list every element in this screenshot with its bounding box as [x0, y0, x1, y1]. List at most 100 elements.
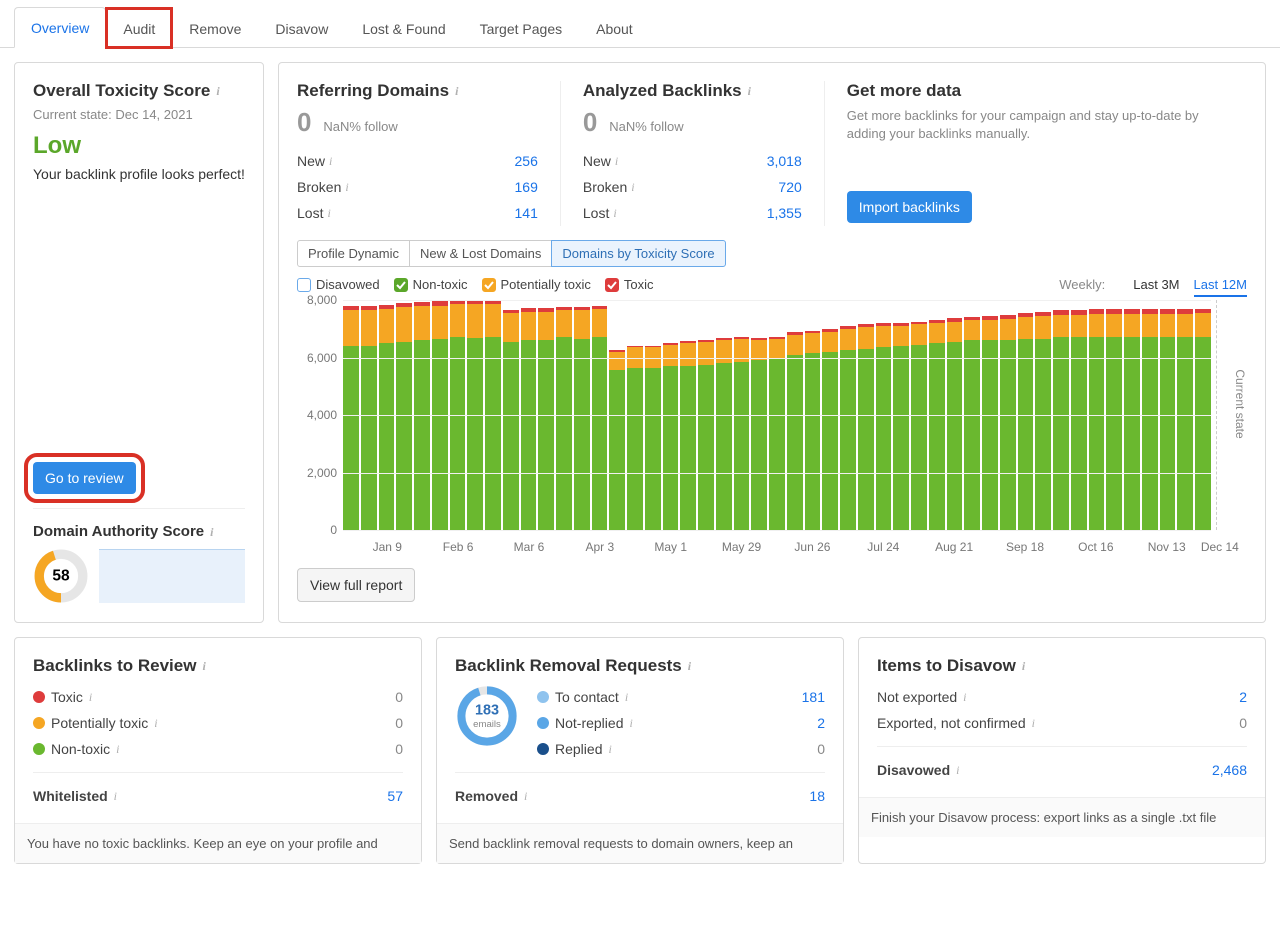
- disavowed-label: Disavowed: [877, 762, 950, 778]
- subtab-domains-by-toxicity-score[interactable]: Domains by Toxicity Score: [551, 240, 725, 267]
- subtab-new-lost-domains[interactable]: New & Lost Domains: [409, 240, 552, 267]
- review-footer: You have no toxic backlinks. Keep an eye…: [15, 823, 421, 863]
- info-icon[interactable]: i: [1022, 660, 1034, 672]
- removal-footer: Send backlink removal requests to domain…: [437, 823, 843, 863]
- getmore-desc: Get more backlinks for your campaign and…: [847, 107, 1225, 143]
- view-full-report-button[interactable]: View full report: [297, 568, 415, 602]
- info-icon[interactable]: i: [455, 85, 467, 97]
- review-title: Backlinks to Review: [33, 656, 196, 676]
- toxicity-title: Overall Toxicity Score i: [33, 81, 245, 101]
- stat-row[interactable]: New i3,018: [583, 148, 802, 174]
- info-icon[interactable]: i: [625, 691, 637, 703]
- stat-row[interactable]: New i256: [297, 148, 538, 174]
- removal-title: Backlink Removal Requests: [455, 656, 682, 676]
- info-icon[interactable]: i: [956, 764, 968, 776]
- disavow-title: Items to Disavow: [877, 656, 1016, 676]
- das-title: Domain Authority Score: [33, 523, 204, 540]
- toxicity-date: Current state: Dec 14, 2021: [33, 107, 245, 122]
- removal-row[interactable]: To contact i181: [537, 684, 825, 710]
- ref-follow: NaN% follow: [323, 119, 397, 134]
- tab-about[interactable]: About: [579, 8, 650, 48]
- legend-toxic[interactable]: Toxic: [605, 277, 654, 292]
- info-icon[interactable]: i: [216, 85, 228, 97]
- referring-domains-block: Referring Domains i 0 NaN% follow New i2…: [297, 81, 561, 226]
- review-row[interactable]: Non-toxic i0: [33, 736, 403, 762]
- legend-potentially-toxic[interactable]: Potentially toxic: [482, 277, 591, 292]
- disavow-row[interactable]: Not exported i2: [877, 684, 1247, 710]
- toxicity-panel: Overall Toxicity Score i Current state: …: [14, 62, 264, 623]
- chart-subtabs: Profile DynamicNew & Lost DomainsDomains…: [297, 240, 1247, 267]
- whitelisted-value: 57: [387, 788, 403, 804]
- info-icon[interactable]: i: [963, 691, 975, 703]
- analyzed-title: Analyzed Backlinks: [583, 81, 742, 101]
- chart-legend: Disavowed Non-toxic Potentially toxic Toxic: [297, 277, 653, 292]
- info-icon[interactable]: i: [613, 207, 625, 219]
- main-tabs: OverviewAuditRemoveDisavowLost & FoundTa…: [0, 0, 1280, 48]
- stat-row[interactable]: Lost i141: [297, 200, 538, 226]
- info-icon[interactable]: i: [210, 526, 222, 538]
- period-selector: Weekly: Last 3MLast 12M: [1059, 277, 1247, 292]
- import-backlinks-button[interactable]: Import backlinks: [847, 191, 972, 223]
- stat-row[interactable]: Lost i1,355: [583, 200, 802, 226]
- period-last-12m[interactable]: Last 12M: [1194, 277, 1247, 297]
- info-icon[interactable]: i: [631, 181, 643, 193]
- das-value: 58: [52, 568, 70, 585]
- das-donut: 58: [33, 548, 89, 604]
- info-icon[interactable]: i: [608, 743, 620, 755]
- info-icon[interactable]: i: [154, 717, 166, 729]
- removal-row[interactable]: Replied i0: [537, 736, 825, 762]
- current-state-divider: [1216, 300, 1217, 530]
- go-to-review-button[interactable]: Go to review: [33, 462, 136, 494]
- get-more-block: Get more data Get more backlinks for you…: [825, 81, 1247, 226]
- tab-remove[interactable]: Remove: [172, 8, 258, 48]
- review-row[interactable]: Toxic i0: [33, 684, 403, 710]
- period-last-3m[interactable]: Last 3M: [1133, 277, 1179, 292]
- review-row[interactable]: Potentially toxic i0: [33, 710, 403, 736]
- tab-target-pages[interactable]: Target Pages: [463, 8, 580, 48]
- tab-audit[interactable]: Audit: [106, 8, 172, 48]
- das-sparkline: [99, 549, 245, 603]
- info-icon[interactable]: i: [688, 660, 700, 672]
- svg-text:emails: emails: [473, 719, 501, 730]
- toxicity-desc: Your backlink profile looks perfect!: [33, 166, 245, 182]
- svg-text:183: 183: [475, 702, 499, 718]
- stat-row[interactable]: Broken i169: [297, 174, 538, 200]
- info-icon[interactable]: i: [329, 155, 341, 167]
- ref-count: 0: [297, 107, 311, 138]
- info-icon[interactable]: i: [202, 660, 214, 672]
- disavowed-value: 2,468: [1212, 762, 1247, 778]
- stat-row[interactable]: Broken i720: [583, 174, 802, 200]
- removed-value: 18: [809, 788, 825, 804]
- disavow-row[interactable]: Exported, not confirmed i0: [877, 710, 1247, 736]
- current-state-label: Current state: [1233, 369, 1247, 438]
- tab-lost-found[interactable]: Lost & Found: [345, 8, 462, 48]
- info-icon[interactable]: i: [748, 85, 760, 97]
- getmore-title: Get more data: [847, 81, 961, 101]
- analyzed-count: 0: [583, 107, 597, 138]
- legend-non-toxic[interactable]: Non-toxic: [394, 277, 468, 292]
- info-icon[interactable]: i: [116, 743, 128, 755]
- removal-row[interactable]: Not-replied i2: [537, 710, 825, 736]
- removed-label: Removed: [455, 788, 518, 804]
- legend-disavowed[interactable]: Disavowed: [297, 277, 380, 292]
- subtab-profile-dynamic[interactable]: Profile Dynamic: [297, 240, 410, 267]
- toxicity-value: Low: [33, 132, 245, 160]
- tab-overview[interactable]: Overview: [14, 7, 106, 48]
- analyzed-backlinks-block: Analyzed Backlinks i 0 NaN% follow New i…: [561, 81, 825, 226]
- info-icon[interactable]: i: [114, 790, 126, 802]
- info-icon[interactable]: i: [345, 181, 357, 193]
- whitelisted-label: Whitelisted: [33, 788, 108, 804]
- info-icon[interactable]: i: [327, 207, 339, 219]
- info-icon[interactable]: i: [629, 717, 641, 729]
- toxicity-title-text: Overall Toxicity Score: [33, 81, 210, 101]
- disavow-panel: Items to Disavow i Not exported i2Export…: [858, 637, 1266, 864]
- main-panel: Referring Domains i 0 NaN% follow New i2…: [278, 62, 1266, 623]
- info-icon[interactable]: i: [524, 790, 536, 802]
- tab-disavow[interactable]: Disavow: [258, 8, 345, 48]
- info-icon[interactable]: i: [1032, 717, 1044, 729]
- removal-panel: Backlink Removal Requests i 183 emails T…: [436, 637, 844, 864]
- removal-donut: 183 emails: [455, 684, 519, 748]
- review-panel: Backlinks to Review i Toxic i0Potentiall…: [14, 637, 422, 864]
- info-icon[interactable]: i: [89, 691, 101, 703]
- info-icon[interactable]: i: [615, 155, 627, 167]
